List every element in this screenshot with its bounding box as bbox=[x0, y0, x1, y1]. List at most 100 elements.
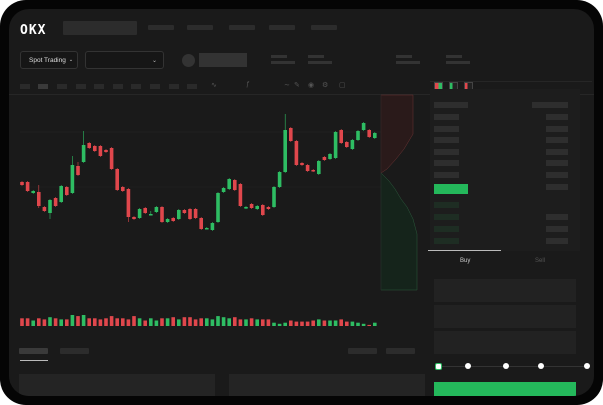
candle bbox=[165, 219, 170, 222]
candle bbox=[20, 182, 24, 185]
bottom-panel-left bbox=[19, 374, 215, 396]
candle bbox=[154, 207, 159, 212]
slider-handle[interactable] bbox=[435, 363, 442, 370]
timeframe-button[interactable] bbox=[131, 84, 141, 89]
buy-submit-button[interactable] bbox=[434, 382, 576, 396]
nav-item[interactable] bbox=[187, 25, 213, 30]
timeframe-button[interactable] bbox=[38, 84, 48, 89]
volume-bar bbox=[53, 318, 58, 326]
timeframe-button[interactable] bbox=[76, 84, 86, 89]
filter-button[interactable] bbox=[386, 348, 415, 354]
candle bbox=[149, 214, 153, 216]
buy-tab[interactable]: Buy bbox=[460, 258, 471, 264]
volume-bar bbox=[132, 316, 136, 326]
indicator-icon[interactable]: ƒ bbox=[246, 81, 250, 88]
sell-tab[interactable]: Sell bbox=[535, 258, 546, 264]
camera-icon[interactable]: ◉ bbox=[308, 82, 315, 89]
slider-stop-100[interactable] bbox=[584, 363, 590, 369]
volume-bar bbox=[322, 320, 327, 326]
depth-bids-area bbox=[380, 172, 418, 291]
tab-history[interactable] bbox=[60, 348, 89, 354]
volume-bar bbox=[244, 319, 248, 326]
volume-bar bbox=[305, 321, 310, 326]
volume-bar bbox=[182, 317, 187, 326]
candle bbox=[238, 184, 243, 206]
candle bbox=[25, 182, 30, 191]
timeframe-button[interactable] bbox=[150, 84, 160, 89]
candle bbox=[249, 204, 254, 208]
timeframe-button[interactable] bbox=[57, 84, 67, 89]
candle bbox=[31, 191, 35, 193]
slider-stop-50[interactable] bbox=[503, 363, 509, 369]
pair-select[interactable]: ⌄ bbox=[85, 51, 164, 69]
volume-bar bbox=[367, 324, 371, 326]
volume-bar bbox=[171, 317, 175, 326]
volume-bar bbox=[165, 318, 170, 326]
settings-icon[interactable]: ⚙ bbox=[322, 82, 329, 89]
price-input[interactable] bbox=[434, 279, 576, 302]
timeframe-button[interactable] bbox=[113, 84, 123, 89]
volume-bar bbox=[98, 319, 103, 326]
candle bbox=[283, 130, 287, 172]
orderbook-cell bbox=[546, 149, 568, 155]
candle bbox=[70, 165, 75, 193]
market-type-select[interactable]: Spot Trading ⌄ bbox=[20, 51, 78, 69]
market-type-label: Spot Trading bbox=[29, 56, 66, 64]
stat-value bbox=[271, 61, 295, 64]
volume-bar bbox=[188, 317, 192, 326]
amount-input[interactable] bbox=[434, 305, 576, 328]
volume-bar bbox=[20, 318, 24, 326]
volume-bar bbox=[350, 321, 355, 326]
candle bbox=[350, 140, 355, 149]
volume-bar bbox=[25, 318, 30, 326]
volume-bar bbox=[59, 319, 63, 326]
nav-item[interactable] bbox=[269, 25, 295, 30]
volume-bar bbox=[160, 318, 164, 326]
orderbook-cell bbox=[546, 172, 568, 178]
candle bbox=[143, 208, 147, 213]
ruler-icon[interactable]: ✎ bbox=[294, 82, 300, 89]
line-icon[interactable]: ∼ bbox=[284, 82, 290, 89]
total-input[interactable] bbox=[434, 331, 576, 354]
candle-type-icon[interactable]: ∿ bbox=[211, 82, 217, 89]
candle bbox=[59, 186, 63, 202]
slider-stop-75[interactable] bbox=[538, 363, 544, 369]
stat-value bbox=[446, 61, 470, 64]
timeframe-button[interactable] bbox=[187, 84, 197, 89]
fullscreen-icon[interactable]: ▢ bbox=[339, 82, 346, 89]
volume-bar bbox=[317, 319, 321, 326]
slider-stop-25[interactable] bbox=[465, 363, 471, 369]
nav-item[interactable] bbox=[148, 25, 174, 30]
tab-open-orders[interactable] bbox=[19, 348, 48, 354]
candle bbox=[205, 228, 209, 230]
volume-bar bbox=[373, 322, 377, 326]
filter-button[interactable] bbox=[348, 348, 377, 354]
timeframe-button[interactable] bbox=[94, 84, 104, 89]
timeframe-button[interactable] bbox=[169, 84, 179, 89]
candle bbox=[361, 123, 366, 130]
candle bbox=[115, 169, 119, 190]
candle bbox=[121, 187, 125, 191]
candle bbox=[42, 207, 47, 211]
price-chart[interactable] bbox=[9, 9, 594, 396]
orderbook-cell bbox=[434, 126, 459, 132]
volume-bar bbox=[143, 320, 147, 326]
volume-bar bbox=[126, 319, 131, 326]
candle bbox=[81, 145, 86, 162]
nav-item[interactable] bbox=[229, 25, 255, 30]
nav-item[interactable] bbox=[311, 25, 337, 30]
timeframe-button[interactable] bbox=[20, 84, 30, 89]
volume-bar bbox=[227, 318, 231, 326]
volume-bar bbox=[361, 323, 366, 326]
orderbook-cell bbox=[434, 102, 468, 108]
candle bbox=[126, 189, 131, 217]
price-placeholder bbox=[199, 53, 247, 67]
volume-bar bbox=[277, 323, 282, 326]
percent-slider[interactable] bbox=[439, 366, 587, 367]
candle bbox=[317, 161, 321, 174]
candle bbox=[289, 128, 293, 141]
candle bbox=[87, 143, 91, 148]
candle bbox=[255, 206, 259, 209]
search-placeholder[interactable] bbox=[63, 21, 137, 35]
volume-bar bbox=[300, 321, 304, 326]
